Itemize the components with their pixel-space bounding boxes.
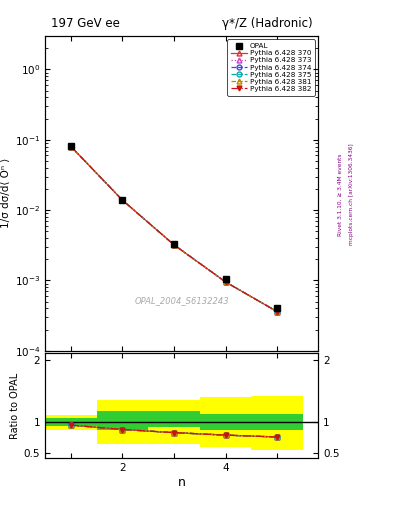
Pythia 6.428 370 <box>69 143 73 150</box>
Pythia 6.428 370 <box>223 279 228 285</box>
Pythia 6.428 373 <box>120 197 125 203</box>
OPAL <box>223 276 228 282</box>
Pythia 6.428 370 <box>172 242 176 248</box>
Pythia 6.428 382 <box>172 242 176 248</box>
OPAL <box>275 305 279 311</box>
Pythia 6.428 373 <box>172 242 176 248</box>
Pythia 6.428 382 <box>223 279 228 285</box>
Pythia 6.428 381 <box>120 197 125 203</box>
Text: 197 GeV ee: 197 GeV ee <box>51 16 119 30</box>
Pythia 6.428 374 <box>69 143 73 150</box>
Pythia 6.428 374 <box>275 309 279 315</box>
Pythia 6.428 370 <box>120 197 125 203</box>
Pythia 6.428 374 <box>172 242 176 248</box>
Pythia 6.428 382 <box>120 197 125 203</box>
Pythia 6.428 375 <box>223 279 228 285</box>
Pythia 6.428 381 <box>172 242 176 248</box>
OPAL <box>69 143 73 149</box>
Pythia 6.428 374 <box>223 279 228 285</box>
OPAL <box>120 197 125 203</box>
Line: Pythia 6.428 374: Pythia 6.428 374 <box>68 144 279 314</box>
Text: mcplots.cern.ch [arXiv:1306.3436]: mcplots.cern.ch [arXiv:1306.3436] <box>349 144 354 245</box>
Pythia 6.428 374 <box>120 197 125 203</box>
Pythia 6.428 373 <box>275 309 279 315</box>
Pythia 6.428 381 <box>69 143 73 150</box>
Pythia 6.428 370 <box>275 309 279 315</box>
Pythia 6.428 373 <box>223 279 228 285</box>
Line: Pythia 6.428 382: Pythia 6.428 382 <box>68 144 279 314</box>
X-axis label: n: n <box>178 476 186 489</box>
OPAL <box>172 241 176 247</box>
Line: Pythia 6.428 370: Pythia 6.428 370 <box>68 144 279 314</box>
Line: OPAL: OPAL <box>68 143 280 311</box>
Text: OPAL_2004_S6132243: OPAL_2004_S6132243 <box>134 296 229 305</box>
Line: Pythia 6.428 381: Pythia 6.428 381 <box>68 144 279 314</box>
Pythia 6.428 375 <box>275 309 279 315</box>
Text: Rivet 3.1.10, ≥ 3.4M events: Rivet 3.1.10, ≥ 3.4M events <box>338 153 342 236</box>
Pythia 6.428 381 <box>223 279 228 285</box>
Line: Pythia 6.428 375: Pythia 6.428 375 <box>68 144 279 314</box>
Pythia 6.428 382 <box>275 309 279 315</box>
Pythia 6.428 375 <box>69 143 73 150</box>
Line: Pythia 6.428 373: Pythia 6.428 373 <box>68 144 279 314</box>
Legend: OPAL, Pythia 6.428 370, Pythia 6.428 373, Pythia 6.428 374, Pythia 6.428 375, Py: OPAL, Pythia 6.428 370, Pythia 6.428 373… <box>227 39 315 96</box>
Text: γ*/Z (Hadronic): γ*/Z (Hadronic) <box>222 16 313 30</box>
Pythia 6.428 375 <box>120 197 125 203</box>
Pythia 6.428 382 <box>69 143 73 150</box>
Pythia 6.428 375 <box>172 242 176 248</box>
Pythia 6.428 381 <box>275 309 279 315</box>
Pythia 6.428 373 <box>69 143 73 150</box>
Y-axis label: Ratio to OPAL: Ratio to OPAL <box>10 373 20 439</box>
Y-axis label: 1/σ dσ/d⟨ Oⁿ ⟩: 1/σ dσ/d⟨ Oⁿ ⟩ <box>0 158 11 228</box>
